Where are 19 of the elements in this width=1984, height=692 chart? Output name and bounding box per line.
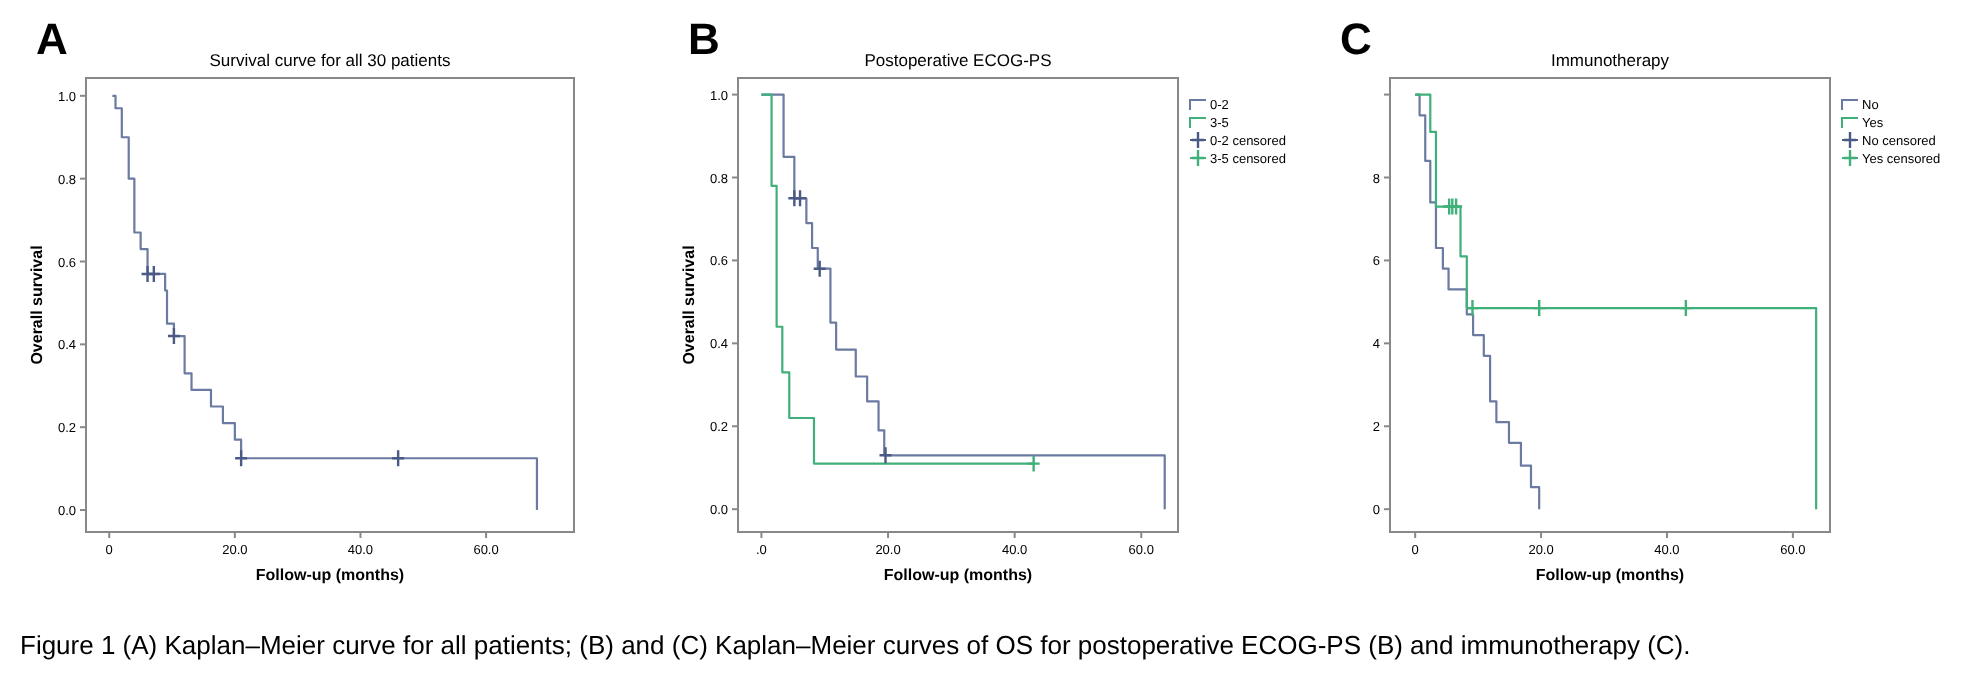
chart-title: Postoperative ECOG-PS — [864, 50, 1053, 70]
point — [146, 264, 162, 284]
text: A — [36, 14, 68, 64]
caption: Figure 1 (A) Kaplan–Meier curve for all patients; (B) and (C) Kaplan–Meier curves of OS for postoperative ECOG-PS (B) and immunotherapy (C). — [20, 630, 1691, 660]
text: B — [688, 14, 720, 64]
y-axis-title: Overall survival — [28, 245, 46, 365]
chart-title: Immunotherapy — [1550, 50, 1671, 70]
x-axis-title: Follow-up (months) — [883, 566, 1033, 584]
y-axis-title: Overall survival — [680, 245, 698, 365]
point — [166, 326, 182, 346]
point — [390, 449, 406, 468]
x-axis-title: Follow-up (months) — [255, 566, 405, 584]
x-axis-title: Follow-up (months) — [1535, 566, 1685, 584]
chart-title: Survival curve for all 30 patients — [209, 50, 451, 70]
point — [140, 264, 155, 284]
text: C — [1340, 14, 1372, 64]
point — [878, 446, 893, 465]
point — [233, 449, 249, 468]
point — [812, 259, 827, 278]
